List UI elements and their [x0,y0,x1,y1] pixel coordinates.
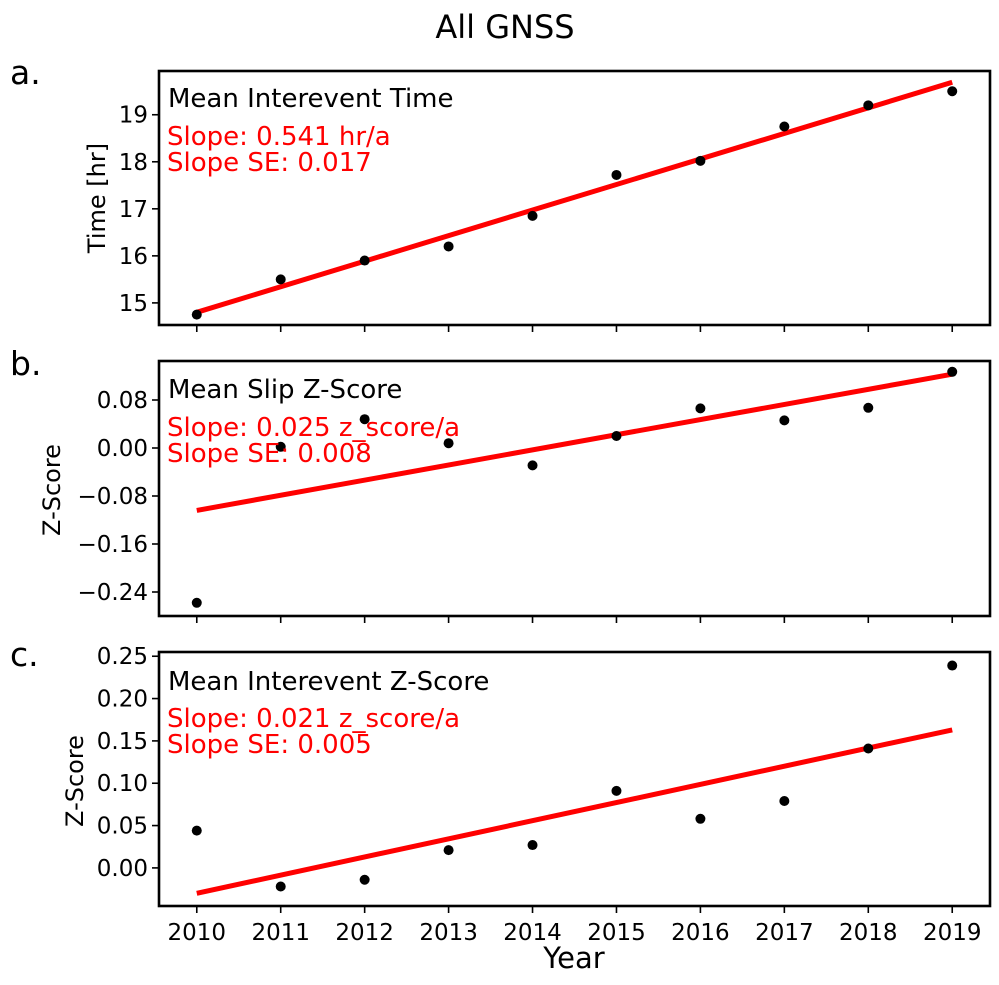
y-tick-label: 19 [119,103,148,129]
data-point [863,402,874,413]
slope-text: Slope: 0.025 z_score/a [167,413,460,443]
slope-se-text: Slope SE: 0.008 [167,439,372,469]
data-point [191,597,202,608]
data-point [527,840,538,851]
data-point [779,796,790,807]
data-point [863,743,874,754]
figure-title: All GNSS [435,8,574,46]
y-tick-label: 0.10 [97,771,148,797]
axis-ticks: 15 16 17 18 19 [119,103,954,332]
data-point [359,874,370,885]
panel-title: Mean Interevent Time [168,84,454,114]
data-points [191,660,958,892]
y-tick-label: 0.20 [97,687,148,713]
y-axis-label: Z-Score [61,735,89,827]
fit-line-group [196,727,953,896]
y-tick-label: 0.25 [97,644,148,670]
data-point [611,785,622,796]
panel-b: b. −0.24 −0.16 −0.08 0.00 0.08 Mean Slip Z-S… [10,344,992,623]
x-tick-label: 2012 [335,920,394,946]
data-point [863,100,874,111]
data-point [527,210,538,221]
x-tick-label: 2016 [671,920,730,946]
y-tick-label: 0.05 [97,814,148,840]
y-tick-label: −0.24 [78,580,148,606]
panel-title: Mean Interevent Z-Score [168,667,489,697]
y-tick-label: 15 [119,291,148,317]
data-point [359,255,370,266]
data-point [947,366,958,377]
fit-line-group [196,371,953,513]
slope-text: Slope: 0.021 z_score/a [167,704,460,734]
data-point [191,309,202,320]
data-point [779,415,790,426]
panel-title: Mean Slip Z-Score [168,375,402,405]
fit-line [196,727,953,896]
y-axis-label: Time [hr] [83,143,111,254]
data-point [275,441,286,452]
plot-frame [157,69,992,327]
y-tick-label: −0.08 [78,484,148,510]
data-point [695,403,706,414]
panel-label: b. [10,344,41,383]
data-point [779,121,790,132]
fit-line [196,79,953,315]
data-point [947,86,958,97]
data-point [611,169,622,180]
panel-label: a. [10,53,41,92]
y-tick-label: 0.00 [97,856,148,882]
data-point [443,241,454,252]
y-tick-label: 17 [119,197,148,223]
x-tick-label: 2015 [587,920,646,946]
x-tick-label: 2013 [419,920,478,946]
x-tick-label: 2019 [923,920,982,946]
data-point [947,660,958,671]
y-tick-label: 0.00 [97,436,148,462]
axis-ticks: −0.24 −0.16 −0.08 0.00 0.08 [78,388,954,623]
y-tick-label: 0.15 [97,729,148,755]
x-tick-label: 2014 [503,920,562,946]
data-points [191,86,958,320]
data-point [275,274,286,285]
x-tick-label: 2018 [839,920,898,946]
y-tick-label: −0.16 [78,532,148,558]
fit-line [196,371,953,513]
fit-line-group [196,79,953,315]
x-tick-label: 2011 [251,920,310,946]
slope-text: Slope: 0.541 hr/a [167,122,391,152]
data-point [443,845,454,856]
data-point [611,431,622,441]
data-point [275,881,286,892]
data-point [191,825,202,836]
x-tick-label: 2017 [755,920,814,946]
data-point [695,813,706,824]
x-tick-label: 2010 [167,920,226,946]
data-point [443,438,454,449]
data-points [191,366,958,608]
slope-se-text: Slope SE: 0.005 [167,730,372,760]
axis-ticks: 0.00 0.05 0.10 0.15 0.20 0.25 2010 2011 2012 2013… [97,644,982,946]
plot-frame [157,359,992,618]
y-tick-label: 18 [119,150,148,176]
y-axis-label: Z-Score [38,444,66,536]
data-point [359,414,370,425]
panel-c: c. 0.00 0.05 0.10 0.15 0.20 0.25 2010 2011 2012 2… [10,635,992,946]
data-point [695,155,706,166]
data-point [527,460,538,471]
slope-se-text: Slope SE: 0.017 [167,148,372,178]
panel-label: c. [10,635,39,674]
x-axis-label: Year [542,941,604,975]
y-tick-label: 16 [119,244,148,270]
plot-frame [157,650,992,908]
y-tick-label: 0.08 [97,388,148,414]
panel-a: a. 15 16 17 18 19 Mean Interevent Time Slope… [10,53,992,332]
